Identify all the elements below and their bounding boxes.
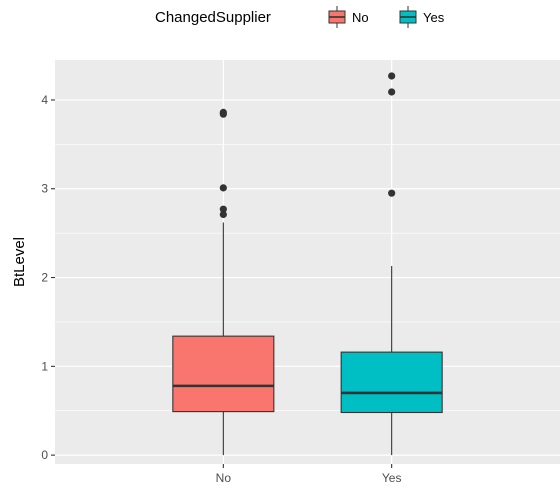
iqr-box (340, 351, 443, 414)
legend-title: ChangedSupplier (155, 9, 271, 26)
outlier-point (219, 205, 227, 213)
x-tick-label: Yes (382, 471, 402, 485)
axes: 0 1 2 3 4 No Yes (41, 93, 401, 485)
y-tick-label: 2 (41, 271, 48, 285)
box-yes (340, 72, 443, 456)
y-tick-label: 3 (41, 182, 48, 196)
legend-entry-label: No (352, 10, 369, 25)
box-no (172, 108, 275, 456)
x-tick-label: No (216, 471, 232, 485)
grid (55, 60, 560, 464)
plot-panel (55, 60, 560, 464)
outlier-point (388, 72, 396, 80)
outlier-point (219, 108, 227, 116)
legend-key-no: No (328, 6, 369, 28)
outlier-point (219, 184, 227, 192)
outlier-point (388, 88, 396, 96)
legend-key-yes: Yes (399, 6, 445, 28)
iqr-box (172, 335, 275, 413)
outlier-point (219, 210, 227, 219)
legend-entry-label: Yes (423, 10, 445, 25)
y-tick-label: 1 (41, 359, 48, 373)
y-axis-label: BtLevel (11, 237, 28, 287)
y-tick-label: 4 (41, 93, 48, 107)
y-tick-label: 0 (41, 448, 48, 462)
legend: ChangedSupplier No Yes (155, 6, 445, 28)
outlier-point (388, 189, 396, 197)
boxes (172, 72, 443, 456)
